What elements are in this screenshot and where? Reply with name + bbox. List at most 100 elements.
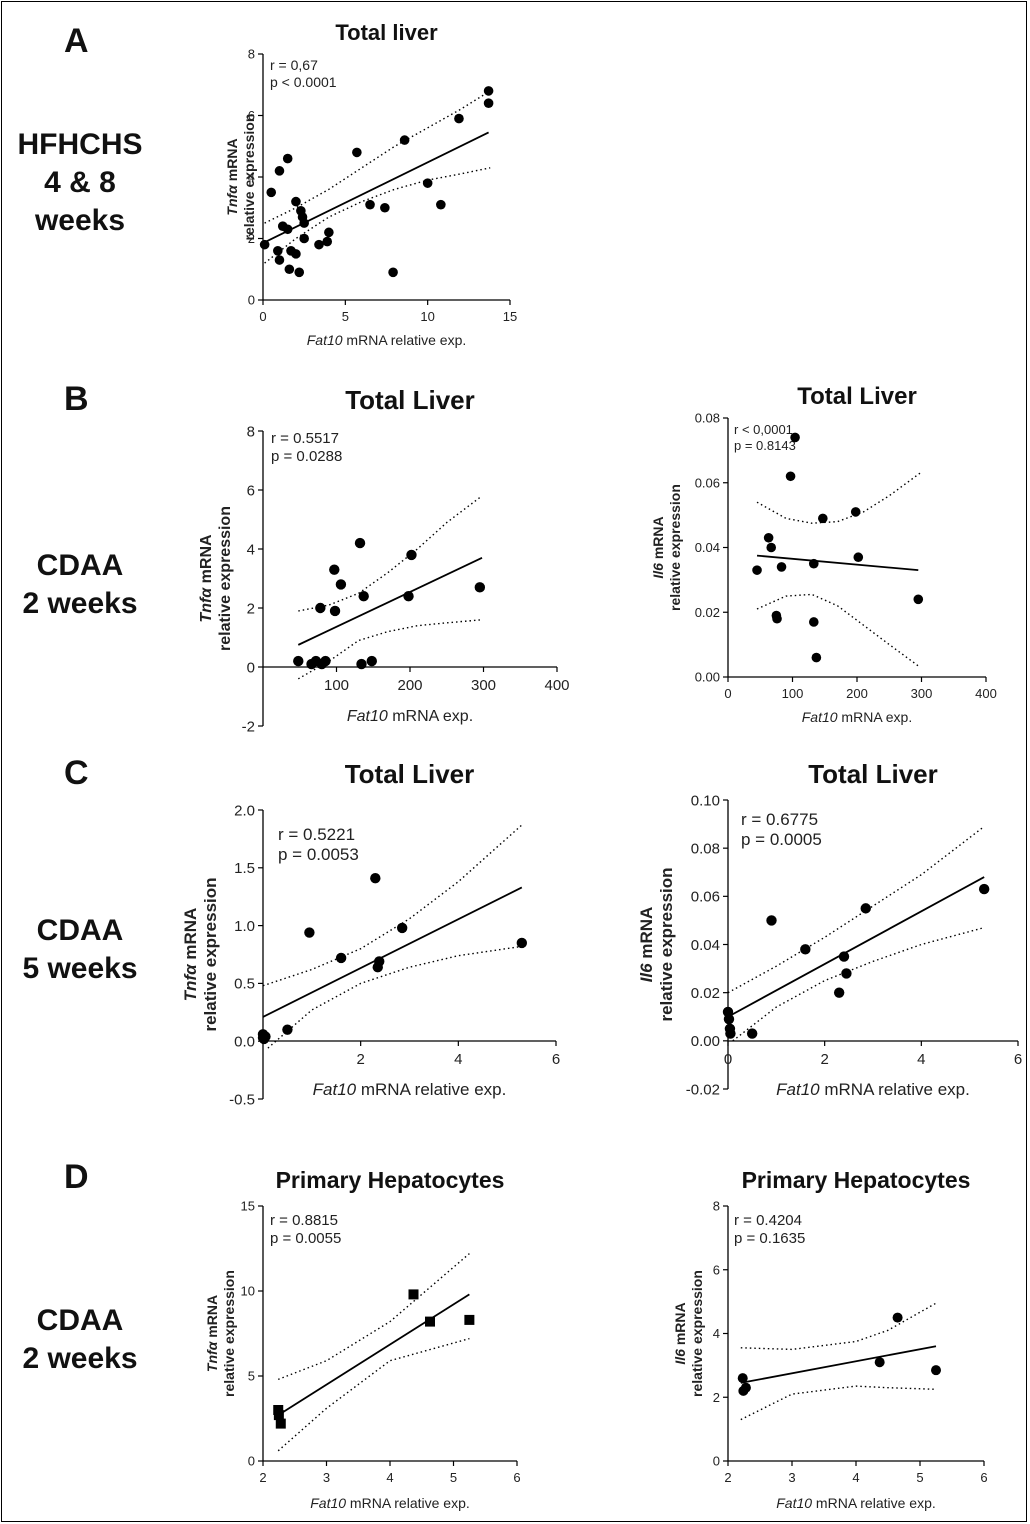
panel-letter-a: A xyxy=(64,22,89,60)
data-point xyxy=(860,903,871,914)
row-label-a: HFHCHS 4 & 8 weeks xyxy=(0,126,160,240)
data-point xyxy=(464,1314,475,1325)
data-point xyxy=(304,927,315,938)
ci-upper-band xyxy=(277,1253,470,1381)
y-tick-label: 4 xyxy=(248,170,255,185)
y-axis-label-line2: relative expression xyxy=(201,877,220,1031)
y-axis-label: Il6 mRNA xyxy=(637,907,656,983)
row-label-c: CDAA 5 weeks xyxy=(0,912,160,988)
data-point xyxy=(293,655,304,667)
x-tick-label: 4 xyxy=(852,1470,859,1485)
data-point xyxy=(374,956,385,967)
row-label-d-line2: 2 weeks xyxy=(22,1342,138,1375)
data-point xyxy=(422,178,433,188)
data-point xyxy=(273,1405,284,1415)
y-tick-label: 1.5 xyxy=(234,860,255,877)
data-point xyxy=(853,552,864,563)
y-tick-label: -2 xyxy=(242,718,255,735)
data-point xyxy=(370,873,381,884)
x-tick-label: 4 xyxy=(917,1051,925,1068)
data-point xyxy=(833,987,845,998)
ci-lower-band xyxy=(267,945,522,1049)
data-point xyxy=(483,98,494,108)
data-point xyxy=(396,922,408,934)
stat-label: r = 0.4204 xyxy=(734,1212,802,1229)
data-point xyxy=(811,652,822,663)
x-tick-label: 6 xyxy=(552,1051,560,1068)
y-tick-label: 0.08 xyxy=(695,411,720,426)
panel-letter-d: D xyxy=(64,1158,89,1196)
data-point xyxy=(454,113,464,124)
stat-label: p = 0.8143 xyxy=(734,438,796,453)
chart-a: Total liver 0 2 4 6 8 0 5 10 15 Fat10 mRNA relativ… xyxy=(224,20,517,348)
data-point xyxy=(516,937,528,949)
y-tick-label: 0.02 xyxy=(695,605,720,620)
data-point xyxy=(800,944,811,955)
y-axis-label-line2: relative expression xyxy=(241,114,257,241)
data-point xyxy=(356,658,367,670)
data-point xyxy=(436,199,446,210)
x-tick-label: 5 xyxy=(916,1470,923,1485)
ci-lower-band xyxy=(277,1337,470,1452)
data-point xyxy=(358,591,369,602)
y-tick-label: 0.08 xyxy=(691,840,720,857)
ci-lower-band xyxy=(740,1385,937,1421)
row-label-b-line1: CDAA xyxy=(36,549,124,582)
data-point xyxy=(808,558,819,569)
ci-upper-band xyxy=(740,1302,937,1351)
data-point xyxy=(314,239,324,250)
data-point xyxy=(315,602,326,614)
data-point xyxy=(406,549,417,561)
chart-b2: Total Liver 0.00 0.02 0.04 0.06 0.08 0 100 200 30… xyxy=(650,383,997,725)
data-point xyxy=(850,507,861,517)
data-point xyxy=(892,1312,903,1323)
y-tick-label: 2 xyxy=(247,600,255,617)
y-axis-label-line2: relative expression xyxy=(657,867,676,1021)
x-axis-label: Fat10 mRNA relative exp. xyxy=(307,332,467,348)
data-point xyxy=(838,951,850,962)
chart-title: Total Liver xyxy=(808,759,938,789)
y-tick-label: 0 xyxy=(248,293,255,308)
data-point xyxy=(380,202,390,213)
data-point xyxy=(790,432,800,443)
data-point xyxy=(978,883,990,895)
y-tick-label: 0 xyxy=(247,659,255,676)
y-tick-label: 0.02 xyxy=(691,985,720,1002)
x-tick-label: 2 xyxy=(820,1051,828,1068)
data-point xyxy=(365,199,375,210)
data-point xyxy=(740,1382,751,1393)
stat-label: r = 0.6775 xyxy=(741,810,818,829)
y-tick-label: 2 xyxy=(248,231,255,246)
y-axis-label: Tnfα mRNA xyxy=(181,908,200,1002)
data-point xyxy=(746,1028,758,1039)
data-point xyxy=(274,255,285,265)
y-tick-label: 0.5 xyxy=(234,976,255,993)
x-tick-label: 10 xyxy=(420,309,434,324)
data-point xyxy=(260,1031,271,1042)
x-tick-label: 2 xyxy=(259,1470,266,1485)
data-point xyxy=(399,135,410,145)
data-point xyxy=(763,532,774,543)
data-point xyxy=(335,952,347,964)
stat-label: p = 0.0288 xyxy=(271,448,342,465)
stat-label: r = 0.5221 xyxy=(278,825,355,844)
data-point xyxy=(725,1028,736,1039)
stat-label: r = 0,67 xyxy=(270,57,318,73)
data-point xyxy=(291,249,301,259)
data-point xyxy=(273,246,283,256)
data-point xyxy=(284,264,295,275)
y-tick-label: 8 xyxy=(248,47,255,62)
data-point xyxy=(766,542,777,553)
y-axis-label-line2: relative expression xyxy=(217,506,234,651)
data-point xyxy=(818,513,828,524)
y-tick-label: 10 xyxy=(241,1284,255,1299)
y-tick-label: 6 xyxy=(713,1262,720,1277)
y-tick-label: 6 xyxy=(248,108,255,123)
data-point xyxy=(291,196,301,207)
x-axis-label: Fat10 mRNA relative exp. xyxy=(776,1495,936,1511)
regression-line xyxy=(756,554,919,572)
x-axis-label: Fat10 mRNA exp. xyxy=(802,709,913,725)
stat-label: r = 0.8815 xyxy=(270,1212,338,1229)
